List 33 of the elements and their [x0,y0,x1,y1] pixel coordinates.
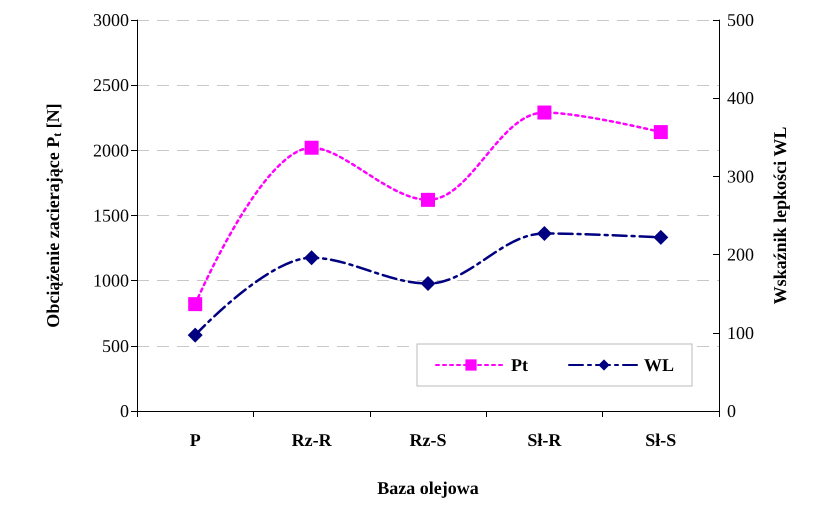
point [536,226,552,241]
legend-label: Pt [511,355,528,375]
point [188,297,202,312]
y2-tick-label: 100 [727,322,754,343]
y2-tick-label: 0 [727,401,736,421]
x-tick-label: Sł-S [645,430,676,450]
y-tick-label: 500 [102,336,129,356]
y-tick-label: 2500 [93,75,129,96]
legend-label: WL [644,355,674,375]
y2-tick-label: 200 [727,244,754,265]
x-tick-label: P [190,430,201,450]
y2-tick-label: 400 [727,88,754,108]
y-axis-title: Obciążenie zacierające Pt [N] [43,103,64,328]
y-tick-label: 1000 [93,270,129,291]
point [654,125,668,140]
point [653,230,668,245]
x-tick-label: Rz-S [410,430,446,450]
point [537,106,552,120]
point [304,250,320,266]
y-tick-label: 1500 [93,206,129,226]
point [420,276,436,292]
y-tick-label: 3000 [93,10,129,30]
y2-tick-label: 300 [727,166,754,186]
y2-axis-title: Wskaźnik lepkości WL [770,126,790,304]
y-tick-label: 2000 [93,140,129,160]
x-tick-label: Rz-R [292,430,333,450]
point [421,192,435,207]
y2-tick-label: 500 [727,10,754,30]
y-tick-label: 0 [120,401,129,421]
point [304,140,319,155]
x-axis-title: Baza olejowa [377,478,479,498]
point [188,328,203,343]
x-tick-label: Sł-R [527,430,562,450]
